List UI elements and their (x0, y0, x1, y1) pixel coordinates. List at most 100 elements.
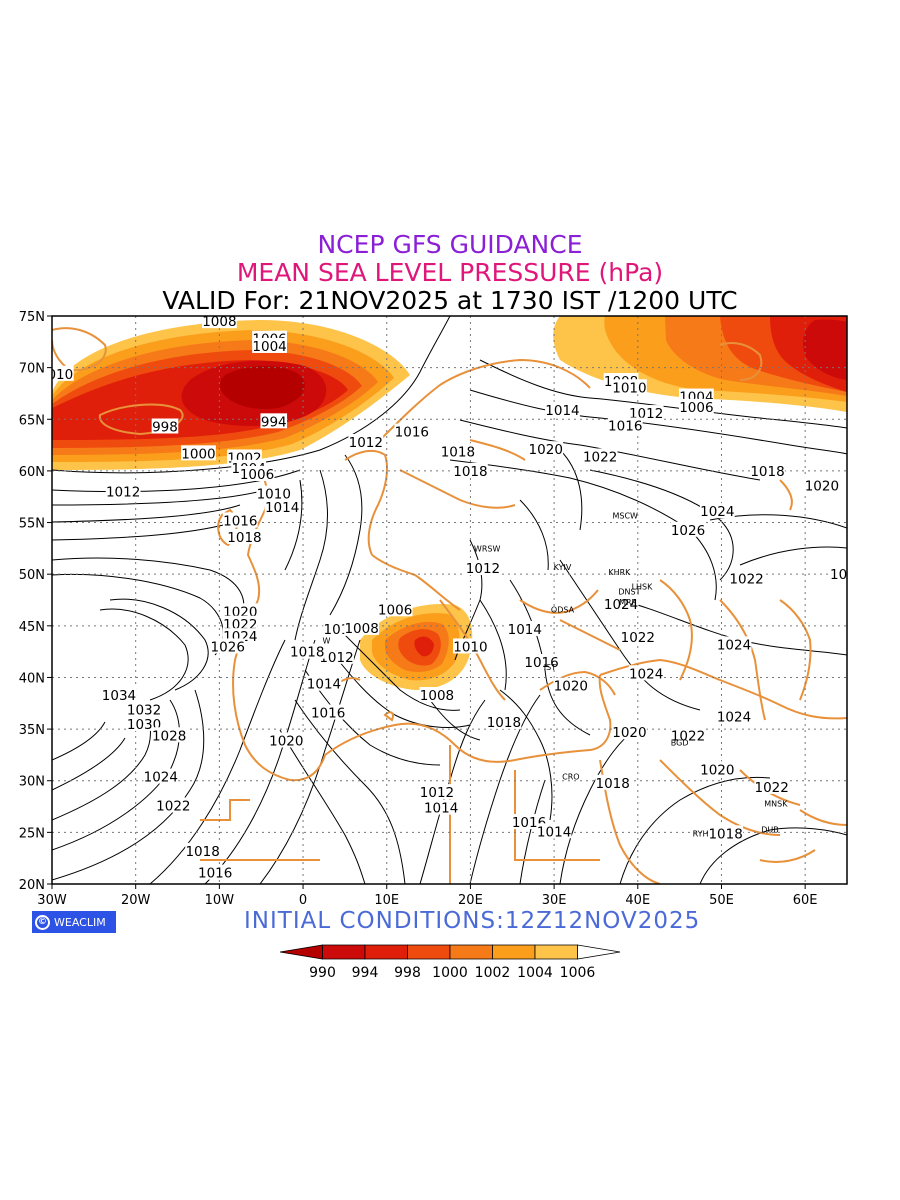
city-label: KHRK (608, 568, 631, 577)
isobar-label: 1012 (349, 435, 383, 451)
lon-tick-label: 0 (299, 893, 307, 908)
isobar-label-bg (716, 636, 752, 652)
isobar-label: 1020 (612, 725, 646, 741)
isobar-label: 1010 (257, 487, 291, 503)
isobar-label: 1018 (453, 464, 487, 480)
isobar-label-bg (394, 423, 430, 439)
color-legend: 990 994 998 1000 1002 1004 1006 (279, 944, 621, 981)
lat-tick-label: 40N (19, 671, 45, 686)
isobar-label: 1024 (717, 710, 751, 726)
isobar-label-bg (348, 433, 384, 449)
isobar-label: 1012 (466, 561, 500, 577)
lon-tick-label: 40E (625, 893, 650, 908)
isobar-label-bg (222, 615, 258, 631)
lat-tick-label: 75N (19, 310, 45, 325)
isobar-label-bg (126, 701, 162, 717)
isobar-label-bg (377, 601, 413, 617)
isobar-label: 1018 (185, 844, 219, 860)
isobar-label-bg (344, 619, 380, 635)
city-label: DNST (618, 588, 640, 597)
isobar-contours (52, 316, 847, 884)
legend-label: 1002 (475, 965, 511, 981)
copyright-icon: © (35, 914, 50, 930)
city-label: MRP (619, 598, 636, 607)
isobar-label-bg (750, 462, 785, 478)
title-guidance: NCEP GFS GUIDANCE (317, 230, 583, 259)
title-valid-time: VALID For: 21NOV2025 at 1730 IST /1200 U… (162, 286, 738, 315)
isobar-label: 1022 (755, 780, 789, 796)
isobar-label-bg (143, 768, 179, 784)
isobar-label-bg (553, 677, 589, 693)
isobar-label-bg (453, 638, 488, 654)
isobar-label-bg (670, 727, 706, 743)
lon-tick-label: 10W (205, 893, 235, 908)
isobar-label-bg (678, 398, 714, 414)
isobar-label-bg (155, 797, 191, 813)
isobar-label-bg (101, 687, 137, 703)
isobar-label: 1004 (252, 339, 286, 355)
isobar-label: 1026 (671, 523, 705, 539)
city-label: IST (544, 663, 556, 672)
isobar-label: 1022 (671, 728, 705, 744)
isobar-label: 1022 (583, 449, 617, 465)
isobar-label-bg (670, 521, 706, 537)
lat-tick-label: 60N (19, 465, 45, 480)
isobar-label-bg (222, 603, 258, 619)
isobar-label: 1022 (156, 799, 190, 815)
isobar-label: 1014 (545, 403, 579, 419)
isobar-label: 1024 (629, 666, 663, 682)
isobar-label-bg (754, 778, 790, 794)
isobar-label: 1008 (344, 621, 378, 637)
isobar-label-bg (612, 379, 647, 395)
isobar-label: 1018 (290, 645, 324, 661)
isobar-label-bg (222, 512, 258, 528)
legend-label: 1006 (560, 965, 596, 981)
isobar-label-bg (227, 529, 262, 545)
isobar-label-bg (699, 761, 735, 777)
city-label: MSCW (612, 511, 638, 520)
isobar-label: 1020 (805, 478, 839, 494)
legend-label: 990 (309, 965, 336, 981)
isobar-label: 1016 (608, 418, 642, 434)
isobar-label: 1032 (127, 702, 161, 718)
city-label: DUB (761, 825, 779, 834)
isobar-label-bg (829, 566, 847, 582)
isobar-label: 998 (152, 420, 178, 436)
isobar-label: 1016 (524, 655, 558, 671)
isobar-label-bg (729, 570, 764, 586)
legend-swatch (534, 944, 578, 960)
isobar-label: 1010 (612, 380, 646, 396)
isobar-label: 1020 (554, 679, 588, 695)
isobar-label: 1024 (717, 637, 751, 653)
isobar-label: 1020 (529, 442, 563, 458)
isobar-label-bg (699, 503, 735, 519)
isobar-label: 1020 (269, 733, 303, 749)
initial-conditions: INITIAL CONDITIONS:12Z12NOV2025 (244, 908, 701, 934)
isobar-label: 1012 (106, 485, 140, 501)
isobar-label-bg (419, 784, 455, 800)
isobar-label: 1034 (102, 688, 136, 704)
isobar-label: 1016 (223, 513, 257, 529)
isobar-label: 1012 (420, 785, 454, 801)
isobar-label-bg (628, 665, 664, 681)
isobar-label: 1008 (202, 314, 236, 330)
isobar-label: 1018 (750, 464, 784, 480)
isobar-label: 1014 (307, 677, 341, 693)
legend-swatch (577, 944, 621, 960)
legend-label: 998 (394, 965, 421, 981)
isobar-label: 10 (830, 567, 847, 583)
isobar-label: 1018 (441, 444, 475, 460)
isobar-label: 1016 (198, 866, 232, 882)
isobar-label-bg (260, 413, 288, 429)
isobar-label-bg (708, 825, 744, 841)
city-label: ODSA (551, 605, 575, 614)
isobar-label: 1010 (453, 639, 487, 655)
iceland-low-fill (52, 320, 410, 470)
isobar-label-bg (210, 638, 246, 654)
isobar-label-bg (620, 629, 656, 645)
isobar-label: 1018 (487, 715, 521, 731)
isobar-label-bg (319, 648, 354, 664)
isobar-label-bg (306, 675, 342, 691)
isobar-label-bg (716, 708, 752, 724)
map-frame (51, 315, 848, 885)
